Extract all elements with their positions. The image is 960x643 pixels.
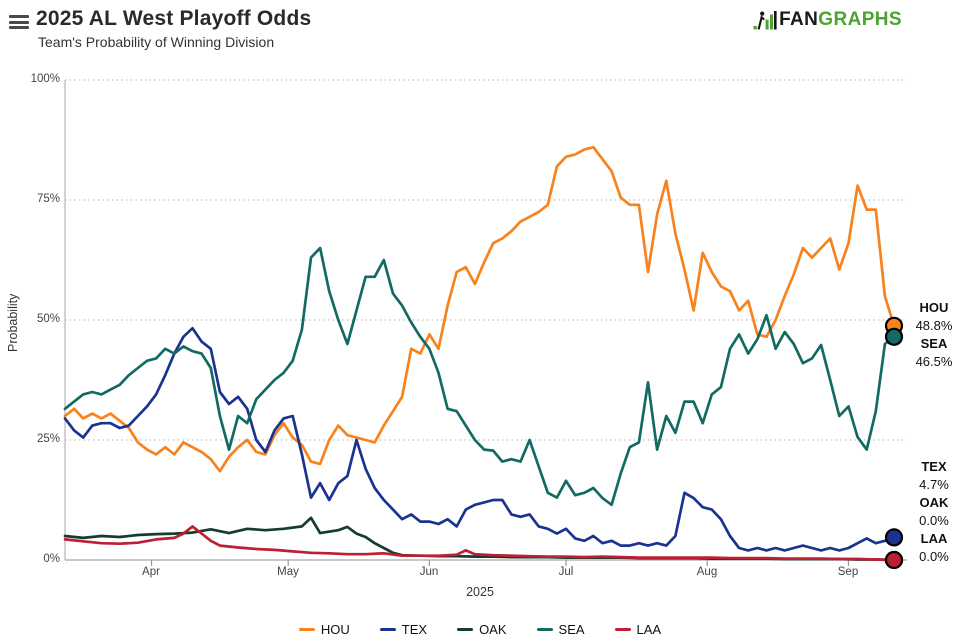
x-axis-title: 2025 — [466, 585, 494, 599]
logo-graphs: GRAPHS — [818, 9, 902, 30]
logo-text: FANGRAPHS — [779, 9, 902, 31]
fangraphs-logo[interactable]: FANGRAPHS — [753, 9, 902, 31]
logo-fan: FAN — [779, 9, 819, 30]
end-label-tex-code: TEX — [921, 459, 947, 474]
x-tick-sep: Sep — [837, 566, 859, 578]
series-line-LAA — [63, 525, 896, 562]
legend-label-tex: TEX — [401, 622, 428, 637]
y-tick-75: 75% — [36, 193, 60, 205]
series-line-HOU — [63, 145, 896, 473]
legend-label-hou: HOU — [320, 622, 350, 637]
end-dot-TEX — [884, 528, 904, 547]
legend-label-sea: SEA — [558, 622, 585, 637]
legend-swatch-sea — [536, 627, 553, 632]
series-line-SEA — [63, 246, 896, 507]
end-label-tex: TEX 4.7% — [908, 458, 960, 494]
end-label-laa-code: LAA — [920, 531, 948, 546]
y-axis-title: Probability — [6, 293, 20, 353]
end-label-oak-code: OAK — [919, 495, 949, 510]
legend-item-hou: HOU — [298, 622, 350, 637]
legend-swatch-tex — [379, 627, 396, 632]
end-label-hou-value: 48.8% — [915, 318, 953, 333]
page-subtitle: Team's Probability of Winning Division — [38, 34, 275, 50]
x-tick-may: May — [277, 566, 299, 578]
end-label-laa: LAA 0.0% — [908, 530, 960, 566]
page-title: 2025 AL West Playoff Odds — [36, 7, 312, 30]
x-tick-jul: Jul — [558, 566, 574, 578]
end-dot-SEA — [884, 327, 904, 346]
legend-item-sea: SEA — [536, 622, 585, 637]
legend-item-tex: TEX — [379, 622, 428, 637]
menu-icon[interactable] — [9, 15, 29, 31]
x-tick-apr: Apr — [142, 566, 160, 578]
end-label-oak-value: 0.0% — [919, 513, 949, 528]
y-tick-25: 25% — [36, 433, 60, 445]
series-line-TEX — [63, 326, 896, 552]
end-label-sea-code: SEA — [920, 336, 948, 351]
y-tick-50: 50% — [36, 313, 60, 325]
legend-label-oak: OAK — [479, 622, 507, 637]
end-label-laa-value: 0.0% — [919, 549, 949, 564]
x-tick-jun: Jun — [419, 566, 439, 578]
end-label-sea: SEA 46.5% — [908, 335, 960, 371]
end-label-oak: OAK 0.0% — [908, 494, 960, 530]
y-tick-100: 100% — [30, 73, 60, 85]
end-label-sea-value: 46.5% — [915, 354, 953, 369]
legend-swatch-laa — [614, 627, 631, 632]
fangraphs-batter-icon — [753, 10, 777, 30]
end-label-hou: HOU 48.8% — [908, 299, 960, 335]
x-tick-aug: Aug — [696, 566, 718, 578]
legend: HOU TEX OAK SEA LAA — [0, 622, 960, 637]
legend-item-laa: LAA — [614, 622, 662, 637]
legend-swatch-oak — [457, 627, 474, 632]
legend-swatch-hou — [298, 627, 315, 632]
end-dot-LAA — [884, 550, 904, 570]
y-tick-0: 0% — [43, 553, 60, 565]
legend-item-oak: OAK — [457, 622, 507, 637]
end-label-tex-value: 4.7% — [919, 477, 949, 492]
end-label-hou-code: HOU — [919, 300, 949, 315]
legend-label-laa: LAA — [636, 622, 662, 637]
